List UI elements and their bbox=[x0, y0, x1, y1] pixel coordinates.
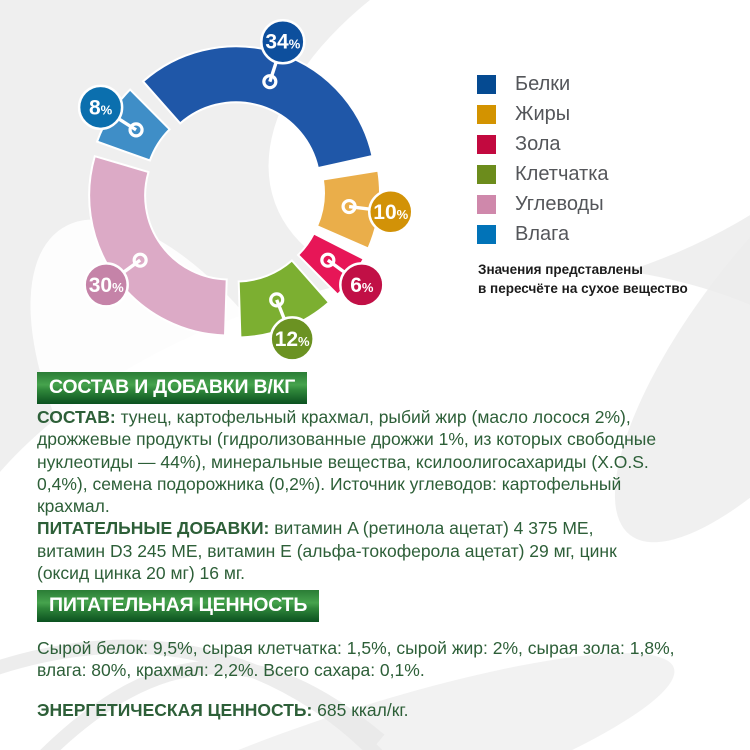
legend-item-5: Влага bbox=[477, 219, 609, 249]
legend-label: Белки bbox=[515, 72, 571, 95]
additives-label: ПИТАТЕЛЬНЫЕ ДОБАВКИ: bbox=[37, 518, 270, 539]
percent-bubble-5 bbox=[77, 84, 124, 131]
percent-bubble-value-2: 6% bbox=[350, 274, 374, 297]
legend-swatch bbox=[477, 104, 496, 124]
legend-label: Углеводы bbox=[515, 192, 604, 215]
legend-item-0: Белки bbox=[477, 69, 609, 99]
nutrition-header: ПИТАТЕЛЬНАЯ ЦЕННОСТЬ bbox=[37, 590, 320, 622]
donut-slice-0 bbox=[141, 45, 374, 170]
percent-bubble-1 bbox=[368, 189, 414, 235]
nutrition-text: Сырой белок: 9,5%, сырая клетчатка: 1,5%… bbox=[37, 638, 675, 681]
composition-text: тунец, картофельный крахмал, рыбий жир (… bbox=[37, 407, 657, 517]
energy-block: ЭНЕРГЕТИЧЕСКАЯ ЦЕННОСТЬ: 685 ккал/кг. bbox=[37, 699, 701, 721]
legend-swatch bbox=[477, 134, 496, 154]
legend-item-4: Углеводы bbox=[477, 189, 609, 219]
percent-bubble-2 bbox=[339, 262, 385, 308]
legend-swatch bbox=[477, 194, 496, 214]
legend-label: Клетчатка bbox=[515, 162, 609, 185]
legend-swatch bbox=[477, 74, 496, 94]
legend-item-1: Жиры bbox=[477, 99, 609, 129]
chart-note-line: в пересчёте на сухое вещество bbox=[478, 281, 688, 296]
additives-text: витамин A (ретинола ацетат) 4 375 МЕ, ви… bbox=[37, 518, 617, 584]
donut-chart: 34% 10% 6% 12% 30% 8% bbox=[77, 18, 414, 362]
callout-ring-4 bbox=[132, 252, 148, 268]
percent-bubble-value-3: 12% bbox=[275, 328, 310, 351]
legend-swatch bbox=[477, 224, 496, 244]
composition-block: СОСТАВ: тунец, картофельный крахмал, рыб… bbox=[37, 406, 665, 584]
composition-header: СОСТАВ И ДОБАВКИ В/КГ bbox=[37, 372, 308, 404]
composition-paragraph: СОСТАВ: тунец, картофельный крахмал, рыб… bbox=[37, 406, 665, 517]
donut-slice-4 bbox=[88, 154, 228, 337]
legend-item-3: Клетчатка bbox=[477, 159, 609, 189]
legend-swatch bbox=[477, 164, 496, 184]
percent-bubble-3 bbox=[269, 316, 315, 362]
percent-bubble-value-1: 10% bbox=[373, 201, 408, 224]
chart-note-line: Значения представлены bbox=[478, 262, 643, 277]
additives-paragraph: ПИТАТЕЛЬНЫЕ ДОБАВКИ: витамин A (ретинола… bbox=[37, 517, 665, 584]
legend-label: Зола bbox=[515, 132, 561, 155]
percent-bubble-value-4: 30% bbox=[89, 274, 124, 297]
legend-label: Влага bbox=[515, 222, 570, 245]
callout-ring-5 bbox=[128, 122, 144, 138]
energy-value: 685 ккал/кг. bbox=[312, 700, 409, 720]
composition-label: СОСТАВ: bbox=[37, 407, 116, 427]
percent-bubble-value-5: 8% bbox=[89, 96, 113, 119]
percent-bubble-0 bbox=[260, 18, 306, 65]
nutrition-block: Сырой белок: 9,5%, сырая клетчатка: 1,5%… bbox=[37, 637, 701, 682]
callout-ring-3 bbox=[269, 292, 285, 308]
energy-label: ЭНЕРГЕТИЧЕСКАЯ ЦЕННОСТЬ: bbox=[37, 700, 313, 720]
callout-ring-2 bbox=[320, 252, 336, 268]
callout-ring-0 bbox=[262, 74, 278, 90]
legend-item-2: Зола bbox=[477, 129, 609, 159]
callout-ring-1 bbox=[341, 198, 357, 215]
chart-legend: Белки Жиры Зола Клетчатка Углеводы Влага bbox=[477, 69, 609, 249]
energy-paragraph: ЭНЕРГЕТИЧЕСКАЯ ЦЕННОСТЬ: 685 ккал/кг. bbox=[37, 699, 701, 721]
chart-note: Значения представлены в пересчёте на сухо… bbox=[478, 260, 688, 298]
percent-bubble-value-0: 34% bbox=[265, 31, 300, 54]
legend-label: Жиры bbox=[515, 102, 571, 125]
percent-bubble-4 bbox=[83, 262, 129, 308]
